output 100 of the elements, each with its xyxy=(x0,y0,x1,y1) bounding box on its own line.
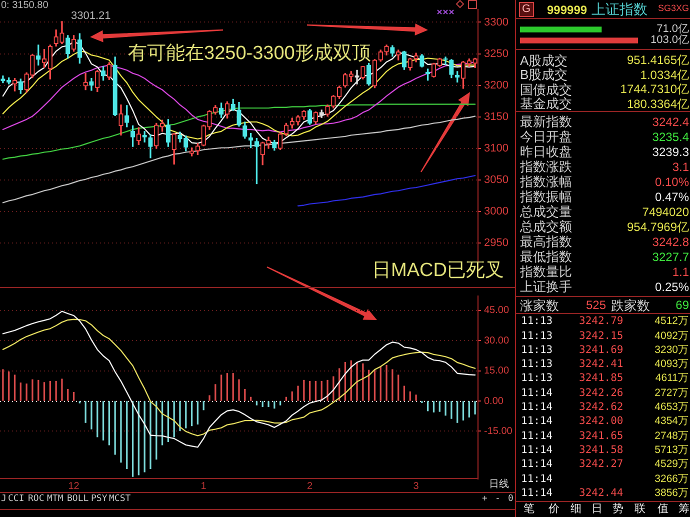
text: 11:13 xyxy=(521,358,553,371)
text: 日 xyxy=(592,503,602,516)
text: 3242.41 xyxy=(579,358,624,371)
text: 1.1 xyxy=(672,264,689,279)
y-tick-label: 3100 xyxy=(484,142,508,154)
text: MTM xyxy=(47,494,64,505)
text: A股成交 xyxy=(520,52,568,68)
text: 3242.62 xyxy=(579,401,624,414)
text: 11:14 xyxy=(521,444,553,456)
text: 7494020 xyxy=(642,204,689,219)
y-tick-label: 30.00 xyxy=(484,335,510,346)
text: 基金成交 xyxy=(520,96,572,111)
text: PSY xyxy=(91,494,108,505)
text: 2727万 xyxy=(654,386,689,400)
text: 3241.69 xyxy=(579,344,624,356)
text: 指数涨幅 xyxy=(520,174,572,190)
text: 4529万 xyxy=(654,458,689,471)
text: 3242.15 xyxy=(579,330,624,342)
text: 最新指数 xyxy=(520,114,572,130)
text: 3242.26 xyxy=(579,386,624,400)
text: 4512万 xyxy=(654,315,689,328)
y-tick-label: 15.00 xyxy=(484,366,510,377)
x-tick-label: 3 xyxy=(413,480,420,492)
data-label: 103.0亿 xyxy=(650,34,689,46)
text: 5713万 xyxy=(654,444,689,456)
text: 3242.44 xyxy=(579,486,624,500)
text: 11:14 xyxy=(521,458,553,471)
y-tick-label: 3050 xyxy=(484,174,508,186)
text: 0.10% xyxy=(654,174,689,189)
text: 11:13 xyxy=(521,344,553,356)
text: 999999 上证指数 xyxy=(547,1,648,17)
text: 值 xyxy=(658,503,668,516)
text: 势 xyxy=(612,503,624,516)
text: 11:14 xyxy=(521,415,553,428)
text: 11:13 xyxy=(521,315,553,328)
text: 2748万 xyxy=(654,430,689,442)
x-tick-label: 12 xyxy=(68,480,80,492)
text: SG3XG xyxy=(658,3,689,14)
text: 3.1 xyxy=(672,160,689,174)
text: 0 xyxy=(508,494,514,505)
text: 11:14 xyxy=(521,430,553,442)
y-tick-label: 3300 xyxy=(484,16,508,28)
candlestick xyxy=(354,70,360,84)
text: 指数振幅 xyxy=(520,189,572,204)
text: 最高指数 xyxy=(520,234,572,250)
text: 上证换手 xyxy=(520,279,572,294)
x-tick-label: 1 xyxy=(200,480,207,492)
text: 涨家数 xyxy=(520,298,559,312)
data-label: 71.0亿 xyxy=(656,22,689,34)
text: 指数涨跌 xyxy=(520,159,572,174)
text: 11:14 xyxy=(521,486,553,500)
text: 11:14 xyxy=(521,472,553,485)
text: B股成交 xyxy=(520,67,568,82)
text: 11:14 xyxy=(521,386,553,400)
y-tick-label: -15.00 xyxy=(484,426,513,437)
annotation: 0: 3150.80 xyxy=(1,0,48,12)
text: 11:13 xyxy=(521,330,553,342)
text: 954.7969亿 xyxy=(626,220,689,234)
text: 525 xyxy=(586,298,606,312)
text: 3242.8 xyxy=(652,234,689,249)
y-tick-label: 2950 xyxy=(484,237,508,250)
text: 4092万 xyxy=(654,330,689,342)
y-tick-label: 3250 xyxy=(484,48,508,60)
annotation: 日MACD已死叉 xyxy=(372,260,504,281)
text: 总成交额 xyxy=(520,219,572,234)
text: 昨日收盘 xyxy=(520,144,572,160)
text: 3235.4 xyxy=(652,130,689,144)
text: 4611万 xyxy=(655,372,689,385)
y-tick-label: 0.00 xyxy=(484,396,504,407)
y-tick-label: 3150 xyxy=(484,110,508,123)
text: 1744.7310亿 xyxy=(620,82,689,96)
text: 3227.7 xyxy=(652,250,689,264)
text: 3242.4 xyxy=(652,114,689,129)
text: 69 xyxy=(676,298,689,312)
text: MCST xyxy=(109,494,131,505)
text: 1.0334亿 xyxy=(640,68,689,82)
text: 细 xyxy=(570,503,582,516)
text: - xyxy=(495,494,500,505)
text: 3242.27 xyxy=(579,458,624,471)
text: 3230万 xyxy=(654,344,689,356)
text: 4653万 xyxy=(654,401,689,414)
text: 3241.65 xyxy=(579,430,624,442)
text: 11:13 xyxy=(521,372,553,385)
annotation: 3301.21 xyxy=(71,10,111,23)
text: BOLL xyxy=(67,494,89,505)
text: 总成交量 xyxy=(520,204,572,220)
text: J xyxy=(1,494,6,505)
text: 951.4165亿 xyxy=(626,53,689,67)
text: 最低指数 xyxy=(520,249,572,264)
text: 3242.00 xyxy=(579,415,624,428)
text: 3241.58 xyxy=(579,444,624,456)
text: + xyxy=(482,494,488,505)
text: G xyxy=(519,2,534,17)
text: 11:14 xyxy=(521,401,553,414)
text: 0.47% xyxy=(654,190,689,204)
text: 3239.3 xyxy=(652,144,689,159)
text: 4093万 xyxy=(654,358,689,371)
text: 笔 xyxy=(524,503,534,516)
text: 180.3364亿 xyxy=(626,96,689,110)
text: 价 xyxy=(548,503,560,516)
